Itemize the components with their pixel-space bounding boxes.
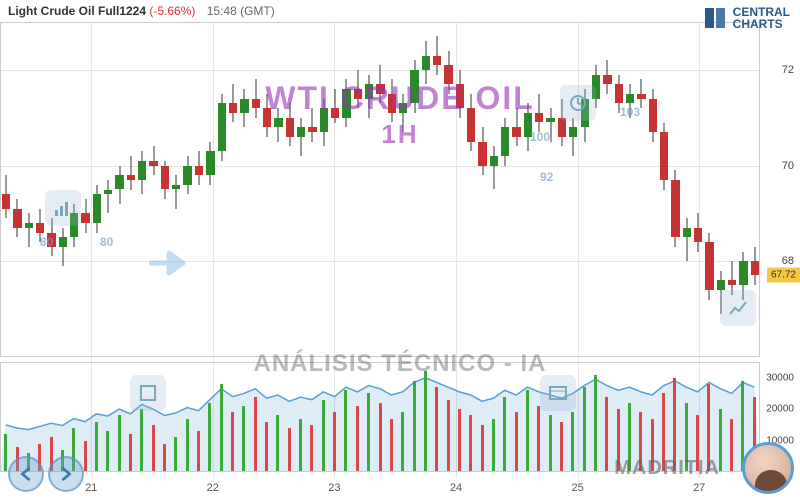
brand-logo: CENTRAL CHARTS [703,6,790,30]
volume-bar [413,381,416,472]
volume-bar [231,412,234,472]
overlay-icon-4 [130,375,166,411]
volume-bar [401,412,404,472]
volume-bar [526,390,529,472]
volume-bar [174,437,177,472]
volume-bar [129,434,132,472]
volume-bar [254,397,257,472]
y-tick: 70 [782,160,794,172]
volume-bar [344,390,347,472]
volume-bar [605,397,608,472]
chart-header: Light Crude Oil Full1224 (-5.66%) 15:48 … [8,4,275,18]
volume-bar [367,393,370,472]
volume-bar [435,387,438,472]
y-tick: 72 [782,64,794,76]
overlay-icon-3 [720,290,756,326]
volume-bar [379,403,382,472]
x-tick: 24 [450,482,462,494]
volume-bar [503,397,506,472]
last-price-tag: 67.72 [767,267,800,282]
volume-bar [424,371,427,472]
nav-next-button[interactable] [48,456,84,492]
overlay-icon-2 [560,85,596,121]
logo-line2: CHARTS [733,18,790,30]
y-tick-vol: 30000 [766,372,794,383]
volume-bar [356,406,359,472]
volume-bar [4,434,7,472]
volume-bar [163,444,166,472]
volume-bar [322,400,325,472]
overlay-icon-1 [45,190,81,226]
volume-bar [186,419,189,472]
volume-bar [549,415,552,472]
volume-bar [265,422,268,472]
price-panel[interactable] [0,22,760,357]
volume-bar [333,412,336,472]
volume-bar [583,387,586,472]
volume-bar [197,431,200,472]
volume-bar [276,415,279,472]
volume-bar [390,419,393,472]
volume-bar [95,422,98,472]
x-axis: 21 22 23 24 25 27 [0,482,760,498]
volume-bar [537,406,540,472]
volume-bar [208,403,211,472]
volume-bar [458,409,461,472]
volume-bar [106,431,109,472]
blue-label: 80 [100,235,113,249]
volume-bar [310,425,313,472]
volume-panel[interactable] [0,362,760,472]
volume-bar [220,384,223,472]
y-axis-price: 68 70 72 [760,22,800,357]
blue-label: 80 [40,235,53,249]
x-tick: 21 [85,482,97,494]
blue-label: 103 [620,105,640,119]
timestamp: 15:48 (GMT) [207,4,275,18]
blue-arrow-icon [145,245,189,286]
volume-bar [288,428,291,472]
chart-container: Light Crude Oil Full1224 (-5.66%) 15:48 … [0,0,800,500]
chevron-left-icon [17,465,35,483]
volume-bar [730,419,733,472]
volume-bar [84,441,87,472]
percent-change: (-5.66%) [149,4,195,18]
avatar[interactable] [742,442,794,494]
volume-bar [152,425,155,472]
watermark-brand: MADRITIA [614,457,720,480]
volume-bar [299,419,302,472]
volume-bar [571,412,574,472]
nav-prev-button[interactable] [8,456,44,492]
y-tick: 68 [782,255,794,267]
volume-bar [492,419,495,472]
volume-bar [594,375,597,472]
overlay-icon-5 [540,375,576,411]
volume-bar [242,406,245,472]
chevron-right-icon [57,465,75,483]
blue-label: 92 [540,170,553,184]
blue-label: 100 [530,130,550,144]
volume-bar [469,415,472,472]
x-tick: 22 [207,482,219,494]
volume-bar [560,422,563,472]
x-tick: 27 [693,482,705,494]
volume-bar [140,409,143,472]
y-tick-vol: 20000 [766,404,794,415]
x-tick: 25 [571,482,583,494]
instrument-title: Light Crude Oil Full1224 [8,4,146,18]
logo-icon [703,6,727,30]
nav-arrows [8,456,84,492]
volume-bar [118,415,121,472]
volume-bar [447,400,450,472]
volume-bar [515,412,518,472]
x-tick: 23 [328,482,340,494]
volume-bar [481,425,484,472]
